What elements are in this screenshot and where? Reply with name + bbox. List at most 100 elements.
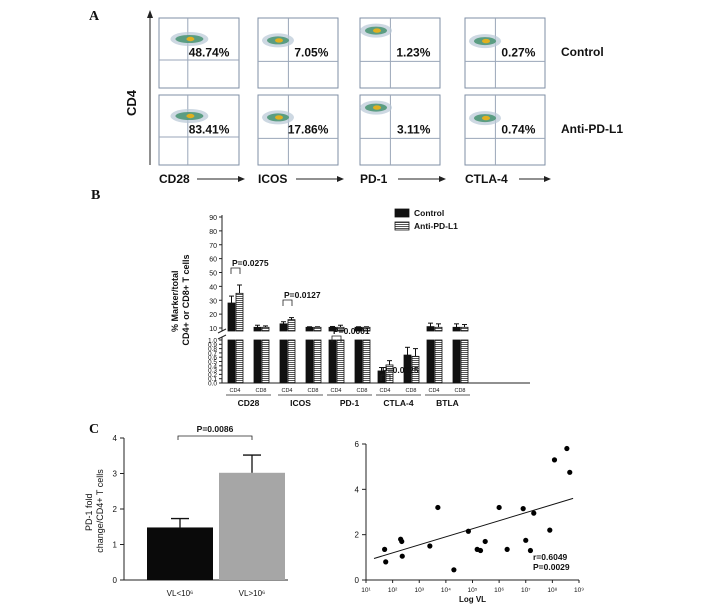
bar-control-lower [328, 339, 337, 384]
scatter-point [523, 537, 529, 543]
x-tick-label: 10⁶ [494, 587, 504, 594]
bar-anti-pd-l1-upper [313, 326, 322, 332]
subgroup-tick-label: CD8 [454, 388, 465, 394]
group-label: PD-1 [340, 398, 360, 408]
category-label: VL<10⁶ [167, 589, 194, 598]
facs-plot-frame [464, 94, 546, 166]
y-tick-label: 0.7 [208, 350, 217, 357]
y-tick-label: 2 [113, 505, 118, 514]
y-tick-label: 4 [355, 485, 360, 494]
y-tick-label: 0.5 [208, 359, 217, 366]
y-tick-label: 3 [113, 470, 118, 479]
panel-c-y-axis-label: PD-1 fold change/CD4+ T cells [84, 469, 105, 553]
facs-plot-frame [158, 94, 240, 166]
y-tick-label: 0.1 [208, 376, 217, 383]
x-tick-label: 10⁵ [468, 587, 478, 594]
p-value-annotation: P=0.0127 [284, 290, 321, 300]
bar-anti-pd-l1-lower [313, 339, 322, 384]
y-tick-label: 0.0 [208, 381, 217, 388]
y-tick-label: 0.6 [208, 355, 217, 362]
panel-label-c: C [89, 422, 99, 437]
bar-control-lower [426, 339, 435, 384]
x-tick-label: 10³ [415, 587, 425, 594]
scatter-point [504, 546, 510, 553]
facs-percent-value: 3.11% [397, 123, 431, 137]
y-tick-label: 1.0 [208, 338, 217, 345]
facs-percent-value: 1.23% [396, 46, 430, 60]
facs-plot-frame [158, 17, 240, 89]
x-tick-label: 10⁴ [441, 587, 451, 594]
bar-control-upper [452, 326, 461, 332]
facs-plot-frame [464, 17, 546, 89]
subgroup-tick-label: CD8 [405, 388, 416, 394]
scatter-point [427, 543, 433, 549]
facs-percent-value: 0.27% [501, 46, 535, 60]
subgroup-tick-label: CD4 [330, 388, 341, 394]
x-axis-label: Log VL [459, 595, 486, 604]
y-tick-label: 50 [209, 271, 217, 278]
facs-plot-frame [257, 94, 339, 166]
x-tick-label: 10¹ [361, 587, 371, 594]
y-tick-label: 2 [355, 531, 360, 540]
legend-label: Control [414, 208, 444, 218]
facs-row-label: Anti-PD-L1 [561, 122, 623, 136]
x-tick-label: 10² [388, 587, 398, 594]
facs-population-core [482, 115, 490, 121]
y-tick-label: 80 [209, 229, 217, 236]
subgroup-tick-label: CD4 [281, 388, 292, 394]
y-tick-label: 70 [209, 243, 217, 250]
facs-y-axis-label: CD4 [124, 89, 139, 116]
y-tick-label: 20 [209, 312, 217, 319]
bar-control-upper [305, 326, 314, 332]
scatter-point [465, 528, 471, 534]
facs-population-core [186, 36, 195, 42]
bar-anti-pd-l1-lower [235, 339, 244, 384]
x-tick-label: 10⁸ [547, 587, 557, 594]
facs-y-arrow-head [147, 10, 153, 18]
p-value-annotation: P=0.0086 [197, 424, 234, 434]
facs-percent-value: 17.86% [288, 123, 329, 137]
bar-anti-pd-l1-upper [434, 326, 443, 332]
subgroup-tick-label: CD4 [229, 388, 240, 394]
x-tick-label: 10⁷ [521, 587, 531, 594]
group-label: CD28 [238, 398, 260, 408]
scatter-point [399, 553, 405, 559]
facs-population-core [275, 38, 283, 43]
bar-anti-pd-l1-upper [261, 326, 270, 332]
group-label: CTLA-4 [383, 398, 413, 408]
bar-control-upper [426, 326, 435, 332]
facs-population-core [275, 115, 283, 120]
category-label: VL>10⁶ [239, 589, 266, 598]
p-value-annotation: P=0.0001 [333, 326, 370, 336]
facs-percent-value: 48.74% [189, 46, 230, 60]
subgroup-tick-label: CD4 [428, 388, 439, 394]
scatter-point [435, 504, 441, 511]
y-tick-label: 10 [209, 326, 217, 333]
scatter-point [477, 547, 484, 554]
facs-marker-label: PD-1 [360, 172, 388, 186]
y-tick-label: 0 [355, 576, 360, 585]
scatter-point [482, 538, 488, 545]
bar-control-lower [227, 339, 236, 384]
panel-label-a: A [89, 9, 100, 24]
facs-x-arrow-head [544, 176, 551, 182]
bar-control-lower [279, 339, 288, 384]
facs-population-core [373, 105, 381, 110]
axis-break-mark [217, 328, 227, 334]
facs-marker-label: CD28 [159, 172, 190, 186]
y-tick-label: 0.4 [208, 363, 217, 370]
significance-bracket [331, 335, 342, 342]
y-tick-label: 30 [209, 298, 217, 305]
scatter-point [496, 504, 502, 511]
subgroup-tick-label: CD8 [255, 388, 266, 394]
scatter-point [547, 527, 553, 533]
bar-control-lower [305, 339, 314, 384]
significance-bracket [380, 374, 391, 381]
y-tick-label: 1 [113, 541, 118, 550]
legend-label: Anti-PD-L1 [414, 221, 458, 231]
scatter-point [527, 547, 534, 554]
bar-control-upper [227, 302, 236, 332]
regression-line [373, 497, 574, 559]
bar-control-lower [253, 339, 262, 384]
group-label: BTLA [436, 398, 459, 408]
